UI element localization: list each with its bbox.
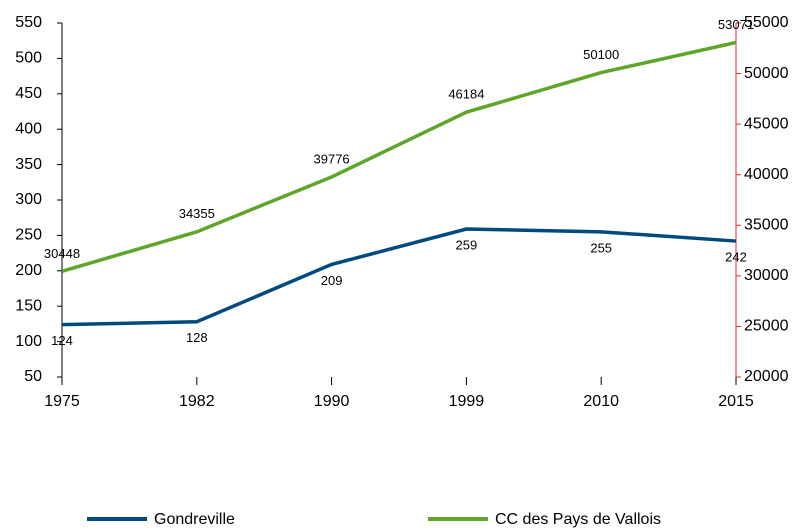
data-label: 242	[725, 250, 747, 265]
x-tick-label: 1999	[449, 393, 485, 410]
x-tick-label: 1982	[179, 393, 215, 410]
data-label: 34355	[179, 206, 215, 221]
data-label: 259	[456, 237, 478, 252]
data-label: 124	[51, 333, 73, 348]
y-tick-label: 400	[15, 120, 42, 137]
data-label: 53071	[718, 17, 754, 32]
y2-tick-label: 35000	[744, 217, 789, 234]
y-tick-label: 150	[15, 297, 42, 314]
series-line	[61, 40, 737, 274]
y-tick-label: 200	[15, 262, 42, 279]
data-label: 39776	[314, 151, 350, 166]
x-tick-label: 1990	[314, 393, 350, 410]
series-line	[61, 227, 737, 327]
y-tick-label: 450	[15, 85, 42, 102]
x-tick-label: 2015	[718, 393, 754, 410]
y-tick-label: 300	[15, 191, 42, 208]
data-label: 255	[590, 240, 612, 255]
x-tick-label: 2010	[583, 393, 619, 410]
y-tick-label: 100	[15, 333, 42, 350]
y-tick-label: 50	[24, 368, 42, 385]
data-label: 46184	[448, 87, 484, 102]
x-tick-label: 1975	[44, 393, 80, 410]
y2-tick-label: 40000	[744, 166, 789, 183]
legend-label: CC des Pays de Vallois	[495, 511, 661, 528]
y2-tick-label: 25000	[744, 318, 789, 335]
data-label: 50100	[583, 47, 619, 62]
legend-label: Gondreville	[154, 511, 235, 528]
data-label: 30448	[44, 246, 80, 261]
y2-tick-label: 55000	[744, 14, 789, 31]
y2-tick-label: 45000	[744, 115, 789, 132]
y-tick-label: 350	[15, 156, 42, 173]
y2-tick-label: 30000	[744, 267, 789, 284]
y2-tick-label: 50000	[744, 65, 789, 82]
y-tick-label: 250	[15, 227, 42, 244]
y2-tick-label: 20000	[744, 368, 789, 385]
y-tick-label: 500	[15, 50, 42, 67]
y-tick-label: 550	[15, 14, 42, 31]
data-label: 209	[321, 273, 343, 288]
data-label: 128	[186, 330, 208, 345]
